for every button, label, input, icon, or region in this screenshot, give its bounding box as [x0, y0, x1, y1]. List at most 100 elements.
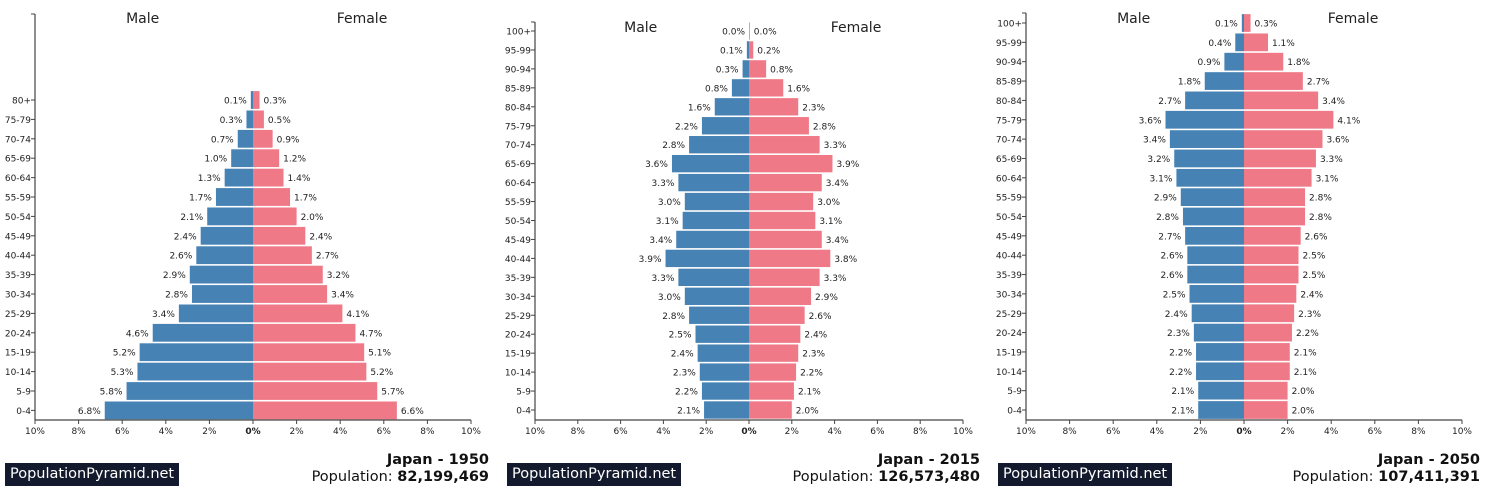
age-group-label: 55-59	[5, 194, 31, 204]
male-value-label: 2.7%	[1158, 232, 1181, 242]
x-tick-label: 8%	[571, 427, 586, 437]
male-bar	[1185, 226, 1244, 245]
age-group-label: 10-14	[5, 368, 31, 378]
x-tick-label: 0%	[245, 427, 260, 437]
chart-footer: PopulationPyramid.net Japan - 2050 Populat…	[0, 452, 1484, 488]
male-bar	[196, 246, 253, 265]
female-bar	[253, 323, 356, 342]
female-bar	[1244, 72, 1303, 90]
male-bar	[1241, 14, 1244, 32]
male-value-label: 2.2%	[1169, 348, 1192, 358]
male-bar	[1180, 188, 1244, 207]
female-value-label: 3.3%	[824, 274, 847, 284]
male-value-label: 2.3%	[1167, 329, 1190, 339]
female-bar	[1244, 188, 1306, 207]
female-bar	[253, 401, 397, 420]
female-value-label: 2.3%	[1298, 310, 1321, 320]
male-value-label: 2.8%	[662, 141, 685, 151]
female-value-label: 4.7%	[359, 329, 382, 339]
male-value-label: 0.0%	[722, 28, 745, 38]
male-bar	[1204, 72, 1244, 90]
female-bar	[749, 287, 812, 305]
age-group-label: 55-59	[996, 194, 1022, 204]
male-value-label: 0.4%	[1208, 39, 1231, 49]
chart-title-block: Japan - 2015 Population: 126,573,480	[680, 452, 980, 486]
x-tick-label: 10%	[1016, 427, 1036, 437]
female-bar	[749, 325, 801, 343]
male-value-label: 2.6%	[1160, 271, 1183, 281]
age-group-label: 10-14	[996, 368, 1022, 378]
female-value-label: 3.4%	[1322, 97, 1345, 107]
male-value-label: 3.6%	[1139, 116, 1162, 126]
male-bar	[152, 323, 253, 342]
female-bar	[749, 344, 799, 362]
female-bar	[749, 382, 794, 400]
female-value-label: 2.5%	[1303, 271, 1326, 281]
x-tick-label: 6%	[1106, 427, 1121, 437]
age-group-label: 65-69	[996, 155, 1022, 165]
male-value-label: 6.8%	[78, 407, 101, 417]
age-group-label: 10-14	[505, 369, 531, 379]
x-tick-label: 4%	[1150, 427, 1165, 437]
male-bar	[1196, 362, 1244, 381]
chart-title: Japan - 1950	[386, 452, 489, 468]
male-value-label: 3.4%	[1143, 136, 1166, 146]
female-bar	[253, 226, 306, 245]
age-group-label: 15-19	[996, 348, 1022, 358]
age-group-label: 95-99	[505, 46, 531, 56]
male-bar	[1196, 343, 1244, 361]
female-value-label: 5.2%	[370, 368, 393, 378]
age-group-label: 80-84	[505, 103, 531, 113]
brand-logo: PopulationPyramid.net	[507, 463, 682, 486]
male-bar	[126, 382, 253, 400]
male-value-label: 1.8%	[1178, 78, 1201, 88]
male-value-label: 2.9%	[1154, 194, 1177, 204]
male-bar	[1187, 265, 1244, 284]
population-line: Population: 107,411,391	[1180, 468, 1480, 486]
male-heading: Male	[624, 20, 657, 36]
male-bar	[1235, 33, 1244, 52]
female-value-label: 2.8%	[1309, 194, 1332, 204]
x-tick-label: 8%	[71, 427, 86, 437]
male-value-label: 0.3%	[220, 116, 243, 126]
male-bar	[665, 249, 749, 268]
female-bar	[749, 117, 809, 135]
age-group-label: 15-19	[505, 350, 531, 360]
age-group-label: 20-24	[505, 331, 531, 341]
female-value-label: 0.8%	[770, 65, 793, 75]
female-value-label: 3.8%	[834, 255, 857, 265]
x-tick-label: 2%	[1193, 427, 1208, 437]
population-value: 107,411,391	[1378, 469, 1480, 485]
age-group-label: 85-89	[505, 84, 531, 94]
female-value-label: 2.1%	[1294, 348, 1317, 358]
age-group-label: 75-79	[5, 116, 31, 126]
female-bar	[1244, 401, 1288, 419]
male-value-label: 2.6%	[1160, 252, 1183, 262]
age-group-label: 90-94	[996, 58, 1022, 68]
female-bar	[1244, 91, 1319, 110]
age-group-label: 30-34	[5, 291, 31, 301]
female-value-label: 3.1%	[819, 217, 842, 227]
age-group-label: 40-44	[5, 252, 31, 262]
female-value-label: 3.9%	[836, 160, 859, 170]
male-bar	[1182, 207, 1244, 226]
male-value-label: 2.1%	[1171, 407, 1194, 417]
female-value-label: 4.1%	[1337, 116, 1360, 126]
female-value-label: 0.3%	[1255, 20, 1278, 30]
female-value-label: 3.4%	[331, 291, 354, 301]
female-bar	[253, 382, 378, 400]
male-bar	[695, 325, 749, 343]
male-bar	[682, 211, 749, 230]
age-group-label: 80-84	[996, 97, 1022, 107]
female-value-label: 2.0%	[796, 407, 819, 417]
x-tick-label: 10%	[525, 427, 545, 437]
male-bar	[178, 304, 253, 323]
male-bar	[1185, 91, 1244, 110]
female-value-label: 3.2%	[327, 271, 350, 281]
female-value-label: 1.8%	[1287, 58, 1310, 68]
female-bar	[253, 91, 260, 109]
female-value-label: 1.4%	[288, 174, 311, 184]
female-value-label: 6.6%	[401, 407, 424, 417]
female-value-label: 2.0%	[301, 213, 324, 223]
male-bar	[701, 382, 749, 400]
